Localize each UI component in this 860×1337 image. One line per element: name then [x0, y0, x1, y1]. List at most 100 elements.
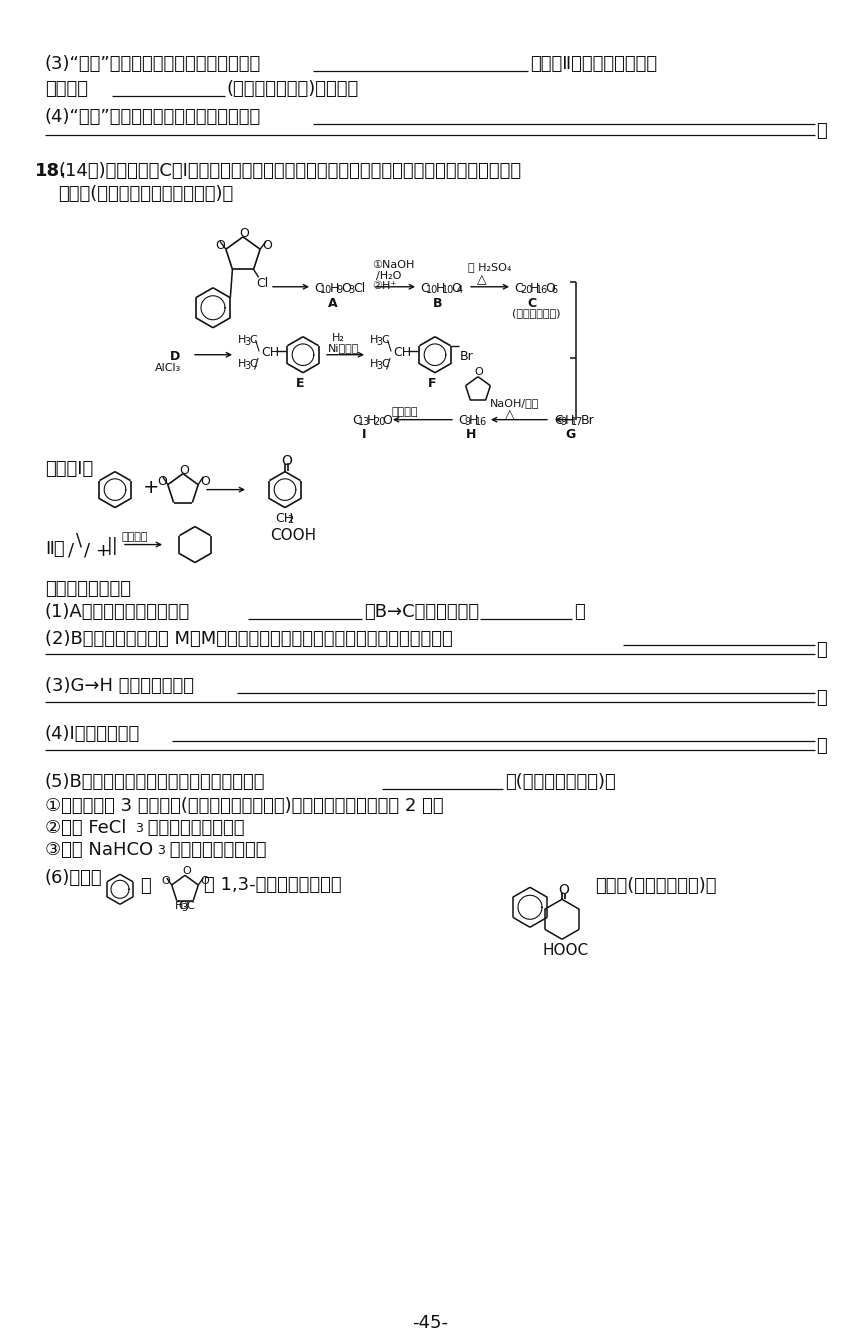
Text: C: C — [352, 413, 360, 427]
Text: 一定条件: 一定条件 — [122, 532, 149, 541]
Text: O: O — [215, 239, 224, 253]
Text: (3)G→H 的化学方程式是: (3)G→H 的化学方程式是 — [45, 678, 194, 695]
Text: C: C — [314, 282, 322, 294]
Text: 其导入到: 其导入到 — [45, 80, 88, 98]
Text: H: H — [436, 282, 445, 294]
Text: O: O — [182, 866, 191, 876]
Text: 浓 H₂SO₄: 浓 H₂SO₄ — [468, 262, 512, 271]
Text: COOH: COOH — [270, 528, 316, 543]
Text: |: | — [107, 536, 113, 555]
Text: C: C — [249, 334, 257, 345]
Text: +: + — [143, 477, 159, 496]
Text: △: △ — [477, 273, 487, 286]
Text: O: O — [451, 282, 461, 294]
Text: I: I — [362, 428, 366, 441]
Text: 16: 16 — [536, 285, 549, 294]
Text: 。滤液Ⅱ可循环使用，应将: 。滤液Ⅱ可循环使用，应将 — [530, 55, 657, 74]
Text: 3: 3 — [244, 361, 250, 370]
Text: G: G — [565, 428, 575, 441]
Text: /H₂O: /H₂O — [376, 271, 402, 281]
Text: HOOC: HOOC — [542, 943, 588, 959]
Text: 10: 10 — [442, 285, 454, 294]
Text: (14分)有机化合物C、I都是重要的化工产品，可用于航空、医药等领域，某研究小组的合成路: (14分)有机化合物C、I都是重要的化工产品，可用于航空、医药等领域，某研究小组… — [58, 162, 521, 180]
Text: H: H — [330, 282, 340, 294]
Text: B: B — [433, 297, 443, 310]
Text: 17: 17 — [571, 417, 583, 427]
Text: O: O — [157, 475, 167, 488]
Text: 线如下(部分试剂及反应条件省略)：: 线如下(部分试剂及反应条件省略)： — [58, 185, 233, 203]
Text: /: / — [386, 357, 390, 370]
Text: Br: Br — [581, 413, 595, 427]
Text: (5)B的同分异构体中，符合下列条件的共有: (5)B的同分异构体中，符合下列条件的共有 — [45, 773, 266, 792]
Text: C: C — [514, 282, 523, 294]
Text: ①苯环上只有 3 个取代基(取代基上无环状结构)且苯环上的一氯代物有 2 种；: ①苯环上只有 3 个取代基(取代基上无环状结构)且苯环上的一氯代物有 2 种； — [45, 797, 444, 816]
Text: (3)“氧化”过程中发生反应的离子方程式为: (3)“氧化”过程中发生反应的离子方程式为 — [45, 55, 261, 74]
Text: 2: 2 — [287, 515, 293, 524]
Text: /: / — [254, 357, 259, 370]
Text: 3: 3 — [376, 337, 382, 346]
Text: 9: 9 — [464, 417, 470, 427]
Text: |: | — [112, 536, 118, 555]
Text: C: C — [420, 282, 429, 294]
Text: ②能与 FeCl: ②能与 FeCl — [45, 820, 126, 837]
Text: 。: 。 — [816, 690, 826, 707]
Text: O: O — [239, 227, 249, 239]
Text: CH: CH — [393, 346, 411, 358]
Text: 、: 、 — [140, 877, 150, 896]
Text: /: / — [84, 541, 90, 560]
Text: O: O — [200, 876, 209, 886]
Text: CH: CH — [261, 346, 280, 358]
Text: (写操作单元名称)操作中。: (写操作单元名称)操作中。 — [227, 80, 359, 98]
Text: 。: 。 — [816, 642, 826, 659]
Text: 9: 9 — [560, 417, 566, 427]
Text: 的路线(无机试剂任选)。: 的路线(无机试剂任选)。 — [595, 877, 716, 896]
Text: (2)B发生消去反应生成 M，M在一定条件下发生加聚反应所得产物的结构简式是: (2)B发生消去反应生成 M，M在一定条件下发生加聚反应所得产物的结构简式是 — [45, 630, 452, 647]
Text: O: O — [341, 282, 351, 294]
Text: \: \ — [255, 338, 260, 353]
Text: 10: 10 — [320, 285, 332, 294]
Text: H: H — [370, 358, 378, 369]
Text: C: C — [187, 901, 194, 910]
Text: 溶液反应生成气体。: 溶液反应生成气体。 — [164, 841, 267, 860]
Text: (有三个六元环): (有三个六元环) — [512, 308, 561, 318]
Text: 。: 。 — [574, 603, 585, 620]
Text: 。: 。 — [816, 738, 826, 755]
Text: A: A — [328, 297, 338, 310]
Text: Cl: Cl — [256, 277, 269, 290]
Text: C: C — [554, 413, 562, 427]
Text: H: H — [469, 413, 478, 427]
Text: H₂: H₂ — [332, 333, 345, 342]
Text: (1)A中含氧官能团的名称是: (1)A中含氧官能团的名称是 — [45, 603, 190, 620]
Text: 3: 3 — [376, 361, 382, 370]
Text: 溶液发生显色反应；: 溶液发生显色反应； — [142, 820, 244, 837]
Text: ，B→C的反应类型是: ，B→C的反应类型是 — [364, 603, 479, 620]
Text: 。: 。 — [816, 122, 826, 140]
Text: ②H⁺: ②H⁺ — [372, 281, 396, 290]
Text: /: / — [68, 541, 74, 560]
Text: 10: 10 — [426, 285, 439, 294]
Text: Ni傂化剂: Ni傂化剂 — [328, 342, 359, 353]
Text: 3: 3 — [157, 845, 165, 857]
Text: (4)“沉确”过程中发生反应的离子方程式为: (4)“沉确”过程中发生反应的离子方程式为 — [45, 108, 261, 126]
Text: H: H — [238, 358, 246, 369]
Text: \: \ — [387, 338, 391, 353]
Text: H: H — [367, 413, 377, 427]
Text: C: C — [527, 297, 536, 310]
Text: AlCl₃: AlCl₃ — [155, 362, 181, 373]
Text: O: O — [200, 475, 210, 488]
Text: +: + — [95, 541, 110, 560]
Text: 3: 3 — [135, 822, 143, 836]
Text: O: O — [558, 884, 568, 897]
Text: 3: 3 — [244, 337, 250, 346]
Text: 3: 3 — [348, 285, 354, 294]
Text: 3: 3 — [181, 902, 187, 913]
Text: H: H — [565, 413, 574, 427]
Text: 种(不考虑立体异构)。: 种(不考虑立体异构)。 — [505, 773, 616, 792]
Text: (4)I的结构简式是: (4)I的结构简式是 — [45, 726, 140, 743]
Text: O: O — [179, 464, 189, 476]
Text: -45-: -45- — [412, 1314, 448, 1332]
Text: H: H — [530, 282, 539, 294]
Text: F: F — [428, 377, 437, 389]
Text: Ⅱ。: Ⅱ。 — [45, 540, 64, 558]
Text: 18.: 18. — [35, 162, 67, 180]
